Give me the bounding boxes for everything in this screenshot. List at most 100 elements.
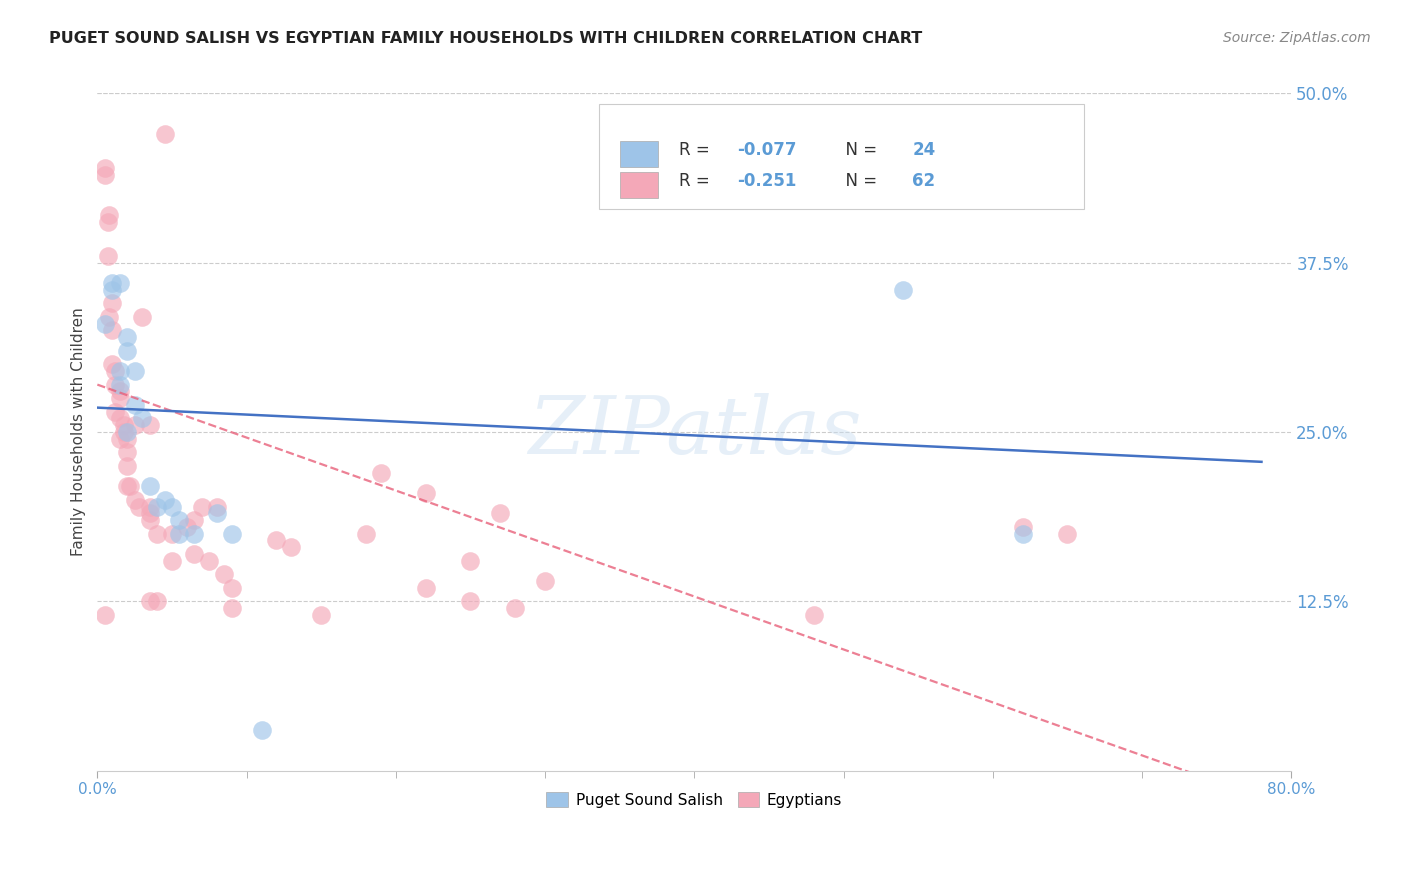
Point bbox=[97, 249, 120, 263]
Point bbox=[115, 432, 138, 446]
Point bbox=[354, 526, 377, 541]
Point bbox=[169, 513, 191, 527]
Point bbox=[104, 377, 127, 392]
Point bbox=[266, 533, 288, 548]
Text: 62: 62 bbox=[912, 172, 935, 190]
Point bbox=[120, 479, 142, 493]
Point bbox=[503, 601, 526, 615]
Point bbox=[460, 594, 482, 608]
Point bbox=[221, 601, 243, 615]
Legend: Puget Sound Salish, Egyptians: Puget Sound Salish, Egyptians bbox=[540, 786, 848, 814]
Point bbox=[108, 377, 131, 392]
Point bbox=[183, 526, 205, 541]
Point bbox=[104, 405, 127, 419]
Point bbox=[94, 168, 117, 182]
Point bbox=[803, 607, 825, 622]
Point bbox=[280, 540, 302, 554]
Point bbox=[138, 594, 160, 608]
Point bbox=[124, 364, 146, 378]
Point bbox=[108, 432, 131, 446]
Point bbox=[138, 418, 160, 433]
Point bbox=[128, 500, 150, 514]
Point bbox=[115, 445, 138, 459]
Point bbox=[1056, 526, 1078, 541]
Point bbox=[115, 425, 138, 439]
Point bbox=[124, 398, 146, 412]
Point bbox=[108, 364, 131, 378]
FancyBboxPatch shape bbox=[620, 141, 658, 167]
FancyBboxPatch shape bbox=[620, 172, 658, 198]
Point bbox=[212, 567, 235, 582]
Point bbox=[131, 411, 153, 425]
Point bbox=[169, 526, 191, 541]
Point bbox=[115, 330, 138, 344]
Point bbox=[97, 215, 120, 229]
Point bbox=[205, 506, 228, 520]
Point bbox=[191, 500, 214, 514]
Point bbox=[124, 418, 146, 433]
Point bbox=[131, 310, 153, 324]
Point bbox=[160, 526, 183, 541]
Point bbox=[250, 723, 273, 737]
Text: R =: R = bbox=[679, 172, 716, 190]
Point bbox=[108, 411, 131, 425]
Text: Source: ZipAtlas.com: Source: ZipAtlas.com bbox=[1223, 31, 1371, 45]
Text: ZIPatlas: ZIPatlas bbox=[527, 393, 860, 471]
Point bbox=[104, 364, 127, 378]
Point bbox=[415, 581, 437, 595]
Point bbox=[138, 506, 160, 520]
Text: -0.251: -0.251 bbox=[737, 172, 796, 190]
Point bbox=[108, 391, 131, 405]
Point bbox=[101, 283, 124, 297]
Point bbox=[160, 500, 183, 514]
Text: R =: R = bbox=[679, 141, 716, 159]
Point bbox=[891, 283, 914, 297]
Point bbox=[221, 581, 243, 595]
Point bbox=[98, 310, 121, 324]
Point bbox=[1011, 526, 1033, 541]
Point bbox=[205, 500, 228, 514]
Point bbox=[160, 554, 183, 568]
Text: N =: N = bbox=[835, 172, 882, 190]
Y-axis label: Family Households with Children: Family Households with Children bbox=[72, 308, 86, 557]
Point bbox=[94, 317, 117, 331]
Point bbox=[101, 357, 124, 371]
Text: -0.077: -0.077 bbox=[737, 141, 796, 159]
Point bbox=[489, 506, 512, 520]
Point bbox=[138, 513, 160, 527]
Point bbox=[1011, 520, 1033, 534]
Point bbox=[370, 466, 392, 480]
Point bbox=[98, 208, 121, 222]
Point bbox=[183, 513, 205, 527]
Point bbox=[101, 323, 124, 337]
Point bbox=[108, 276, 131, 290]
Point bbox=[309, 607, 332, 622]
Point bbox=[94, 161, 117, 175]
Text: 24: 24 bbox=[912, 141, 935, 159]
Point bbox=[415, 486, 437, 500]
Point bbox=[138, 479, 160, 493]
Point bbox=[153, 127, 176, 141]
Point bbox=[124, 492, 146, 507]
Point bbox=[101, 276, 124, 290]
FancyBboxPatch shape bbox=[599, 103, 1084, 209]
Point bbox=[183, 547, 205, 561]
Point bbox=[221, 526, 243, 541]
Point bbox=[146, 500, 169, 514]
Point bbox=[198, 554, 221, 568]
Point bbox=[112, 425, 135, 439]
Point bbox=[138, 500, 160, 514]
Point bbox=[112, 418, 135, 433]
Point bbox=[115, 458, 138, 473]
Point bbox=[115, 343, 138, 358]
Text: N =: N = bbox=[835, 141, 882, 159]
Point bbox=[146, 526, 169, 541]
Point bbox=[94, 607, 117, 622]
Point bbox=[153, 492, 176, 507]
Point bbox=[108, 384, 131, 399]
Point bbox=[146, 594, 169, 608]
Point bbox=[176, 520, 198, 534]
Point bbox=[460, 554, 482, 568]
Point bbox=[101, 296, 124, 310]
Point bbox=[534, 574, 557, 588]
